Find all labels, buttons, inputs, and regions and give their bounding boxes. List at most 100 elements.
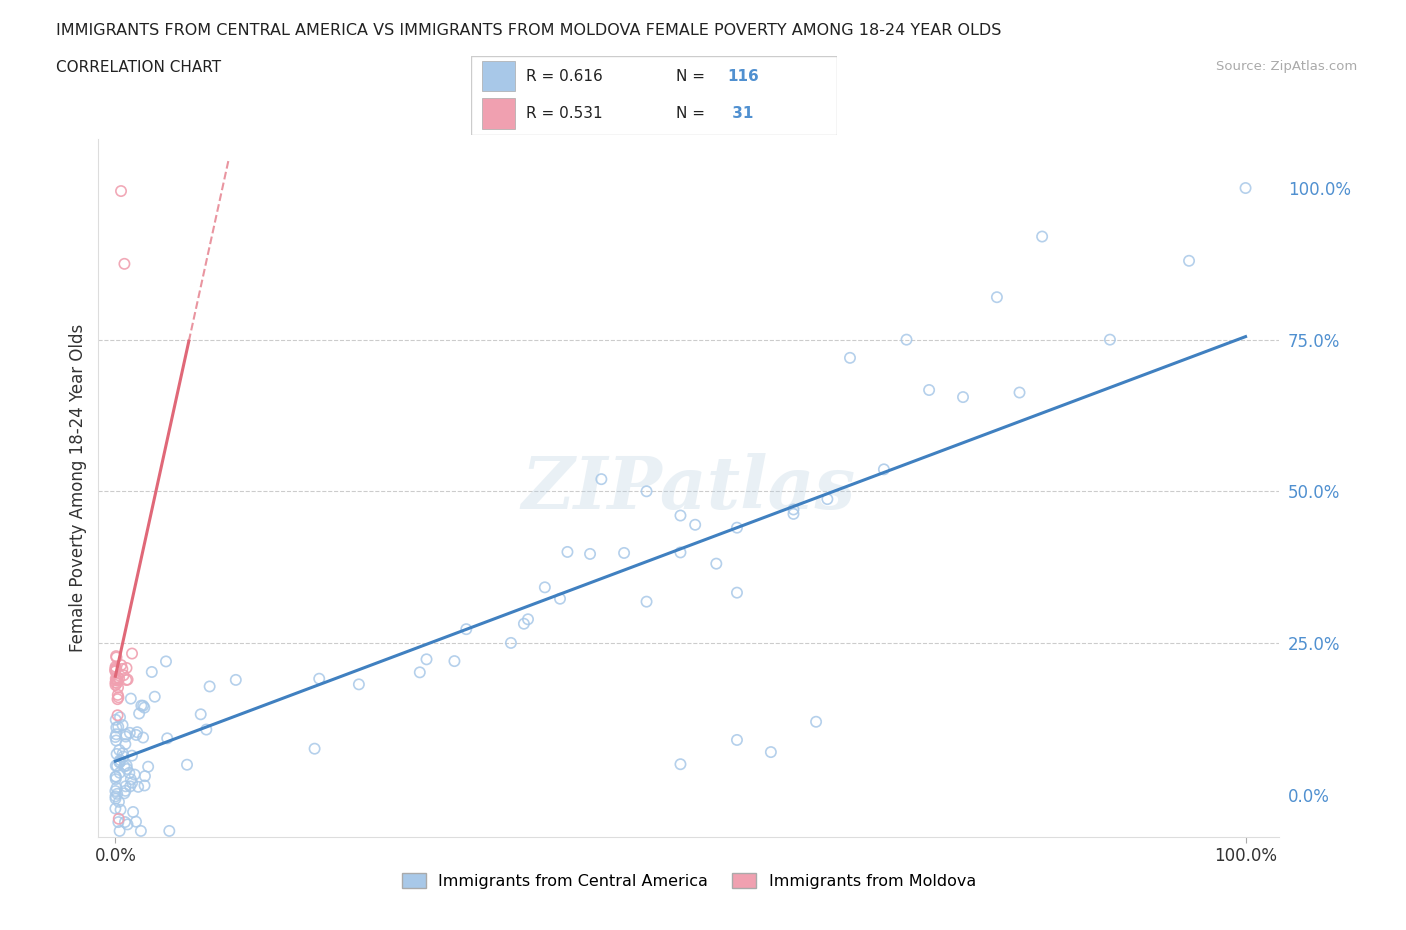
Point	[110, 803, 132, 817]
Point	[1098, 332, 1121, 347]
FancyBboxPatch shape	[471, 56, 837, 135]
Point	[155, 654, 177, 669]
Point	[415, 652, 437, 667]
Point	[108, 754, 131, 769]
Point	[104, 801, 127, 816]
Point	[107, 708, 129, 723]
Point	[125, 815, 148, 830]
Point	[108, 765, 131, 780]
Point	[105, 649, 128, 664]
Point	[115, 762, 138, 777]
Point	[534, 580, 557, 595]
Point	[613, 546, 636, 561]
Point	[105, 759, 128, 774]
Point	[108, 671, 131, 685]
Point	[105, 727, 128, 742]
Point	[120, 772, 142, 787]
Point	[456, 622, 478, 637]
Point	[669, 757, 692, 772]
Legend: Immigrants from Central America, Immigrants from Moldova: Immigrants from Central America, Immigra…	[395, 867, 983, 896]
Point	[104, 769, 127, 784]
Point	[759, 745, 782, 760]
Point	[121, 776, 143, 790]
Bar	[482, 61, 515, 91]
Point	[782, 502, 804, 517]
Point	[725, 520, 748, 535]
Point	[308, 671, 330, 686]
Point	[105, 676, 128, 691]
Point	[105, 787, 128, 802]
Point	[409, 665, 432, 680]
Point	[104, 758, 127, 773]
Point	[104, 678, 127, 693]
Point	[114, 778, 136, 793]
Point	[107, 692, 129, 707]
Point	[104, 675, 127, 690]
Point	[896, 332, 918, 347]
Point	[115, 672, 138, 687]
Point	[104, 662, 127, 677]
Point	[107, 815, 129, 830]
Text: Source: ZipAtlas.com: Source: ZipAtlas.com	[1216, 60, 1357, 73]
Point	[725, 585, 748, 600]
Point	[704, 556, 727, 571]
Point	[132, 730, 155, 745]
Point	[839, 351, 862, 365]
Point	[115, 727, 138, 742]
Text: CORRELATION CHART: CORRELATION CHART	[56, 60, 221, 75]
Point	[112, 759, 135, 774]
Point	[304, 741, 326, 756]
Point	[104, 729, 127, 744]
Point	[195, 722, 218, 737]
Point	[107, 811, 129, 826]
Point	[108, 752, 131, 767]
Point	[118, 725, 141, 740]
Point	[105, 733, 128, 748]
Point	[134, 700, 156, 715]
Point	[107, 719, 129, 734]
Point	[104, 671, 127, 686]
Point	[104, 659, 127, 674]
Point	[683, 517, 706, 532]
Point	[156, 731, 179, 746]
Point	[108, 742, 131, 757]
Point	[1178, 253, 1201, 268]
Point	[120, 691, 142, 706]
Point	[108, 794, 131, 809]
Point	[104, 769, 127, 784]
Point	[669, 508, 692, 523]
Point	[347, 677, 370, 692]
Point	[122, 804, 145, 819]
Point	[110, 183, 132, 198]
Point	[127, 724, 149, 739]
Point	[120, 779, 142, 794]
Point	[134, 769, 156, 784]
Point	[499, 635, 522, 650]
Point	[132, 698, 155, 713]
Y-axis label: Female Poverty Among 18-24 Year Olds: Female Poverty Among 18-24 Year Olds	[69, 325, 87, 652]
Point	[124, 767, 146, 782]
Point	[225, 672, 247, 687]
Point	[548, 591, 571, 606]
Point	[517, 612, 540, 627]
Text: 116: 116	[727, 69, 759, 84]
Point	[669, 545, 692, 560]
Point	[104, 661, 127, 676]
Point	[131, 698, 153, 713]
Point	[121, 749, 143, 764]
Point	[198, 679, 221, 694]
Point	[557, 544, 579, 559]
Point	[114, 737, 136, 751]
Text: R = 0.531: R = 0.531	[526, 106, 602, 121]
Point	[115, 758, 138, 773]
Point	[117, 817, 139, 831]
Point	[190, 707, 212, 722]
Point	[112, 786, 135, 801]
Point	[111, 718, 134, 733]
Point	[952, 390, 974, 405]
Point	[114, 729, 136, 744]
Point	[117, 672, 139, 687]
Point	[104, 663, 127, 678]
Point	[125, 727, 148, 742]
Point	[111, 746, 134, 761]
